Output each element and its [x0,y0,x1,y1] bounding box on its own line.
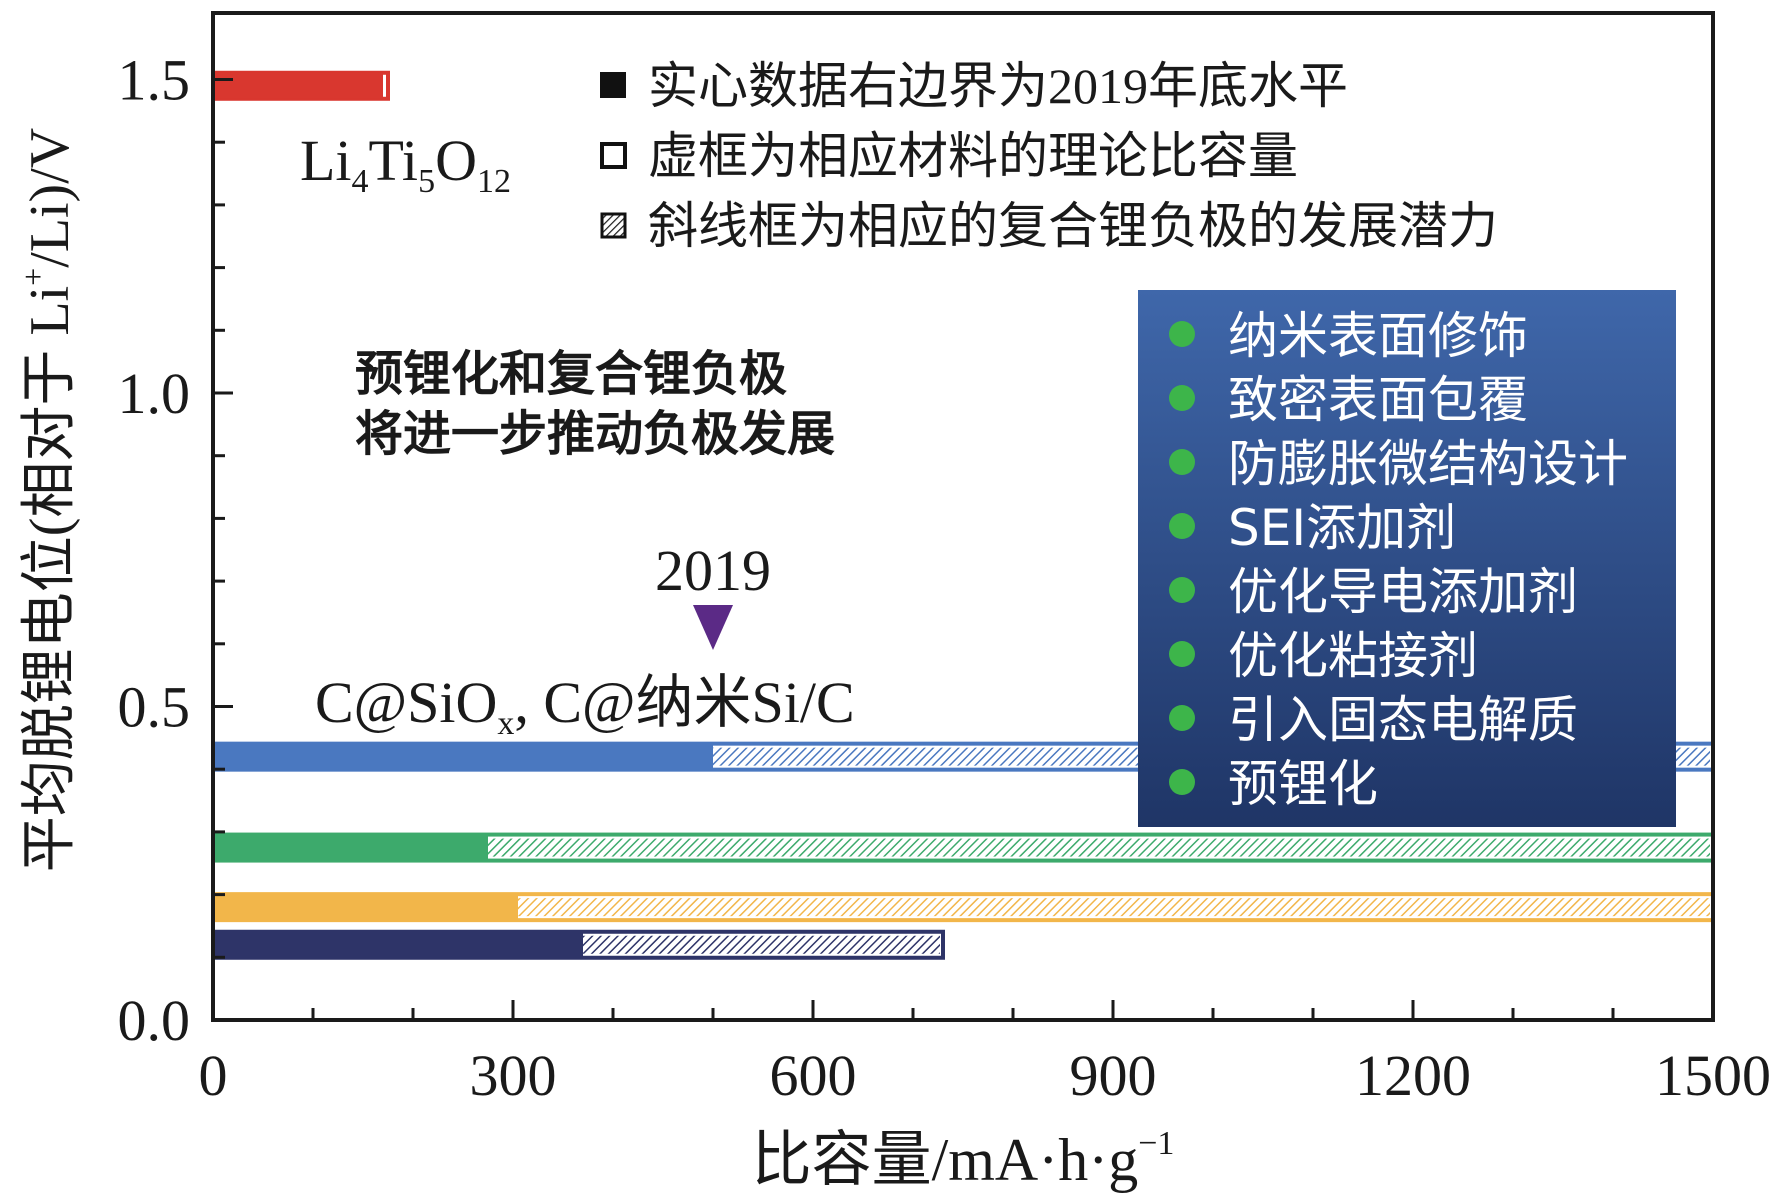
info-bullet-icon [1169,321,1195,347]
y-axis-label-tail: /Li)/V [19,128,81,268]
info-item: 引入固态电解质 [1228,691,1578,749]
lto-label-sub-4: 4 [352,163,369,200]
info-item: 优化导电添加剂 [1228,563,1578,621]
bar-2-hatched [488,838,1710,857]
lto-label: Li4Ti5O12 [300,128,511,200]
legend: 实心数据右边界为2019年底水平 虚框为相应材料的理论比容量 斜线框为相应的复合… [600,58,1498,254]
info-bullet-icon [1169,577,1195,603]
info-bullet-icon [1169,513,1195,539]
lto-label-sub-12: 12 [477,163,511,200]
y-tick-labels: 0.0 0.5 1.0 1.5 [118,48,191,1054]
y-tick-label: 1.5 [118,48,191,113]
lto-label-li: Li [300,128,352,193]
si-label-part-2: , C@纳米Si/C [514,670,854,735]
x-tick-label: 600 [770,1043,857,1108]
info-bullet-icon [1169,641,1195,667]
legend-marker-hatched [600,212,627,239]
x-axis-label: 比容量/mA·h·g−1 [752,1125,1175,1193]
center-text-line-2: 将进一步推动负极发展 [355,406,835,462]
bar-3-solid [213,894,518,921]
bar-2-solid [213,834,488,861]
bar-4-solid [213,931,583,958]
legend-marker-open [600,142,627,169]
info-item: 优化粘接剂 [1228,627,1478,685]
legend-label-open: 虚框为相应材料的理论比容量 [648,128,1298,184]
bar-3-hatched [518,898,1710,917]
info-item: 防膨胀微结构设计 [1228,435,1628,493]
legend-label-hatched: 斜线框为相应的复合锂负极的发展潜力 [648,198,1498,254]
legend-marker-solid [600,72,626,98]
y-tick-label: 0.0 [118,988,191,1053]
plot-frame [211,11,1715,1022]
x-tick-label: 1500 [1655,1043,1771,1108]
x-tick-label: 1200 [1355,1043,1471,1108]
center-text-line-1: 预锂化和复合锂负极 [355,346,787,402]
bar-0-solid [213,72,383,99]
lto-label-ti: Ti [369,128,419,193]
y-tick-label: 0.5 [118,675,191,740]
info-bullet-icon [1169,449,1195,475]
info-item: 纳米表面修饰 [1228,307,1528,365]
lto-label-o: O [435,128,477,193]
info-bullet-icon [1169,705,1195,731]
legend-label-solid: 实心数据右边界为2019年底水平 [648,58,1348,114]
x-tick-label: 900 [1070,1043,1157,1108]
si-label: C@SiOx, C@纳米Si/C [315,670,855,742]
bar-4-hatched [583,935,940,954]
ticks [211,78,1715,1022]
y-axis-label: 平均脱锂电位(相对于 Li+/Li)/V [15,128,81,872]
x-tick-label: 300 [470,1043,557,1108]
info-item: SEI添加剂 [1228,499,1456,557]
info-bullet-icon [1169,769,1195,795]
lto-label-sub-5: 5 [418,163,435,200]
y-axis-label-sup: + [15,268,51,286]
info-bullet-icon [1169,385,1195,411]
info-item: 致密表面包覆 [1228,371,1528,429]
si-label-sub-x: x [497,705,514,742]
x-axis-label-main: 比容量/mA·h·g [752,1127,1139,1193]
info-item: 预锂化 [1228,755,1378,813]
info-box-bg [1138,290,1676,827]
bar-1-solid [213,743,713,770]
x-tick-label: 0 [199,1043,228,1108]
y-tick-label: 1.0 [118,361,191,426]
x-axis-label-sup: −1 [1138,1125,1174,1162]
y-axis-label-main: 平均脱锂电位(相对于 Li [19,286,81,872]
si-label-part-1: C@SiO [315,670,497,735]
year-marker-triangle [693,605,733,650]
year-marker-text: 2019 [655,538,771,603]
x-tick-labels: 0 300 600 900 1200 1500 [199,1043,1772,1108]
